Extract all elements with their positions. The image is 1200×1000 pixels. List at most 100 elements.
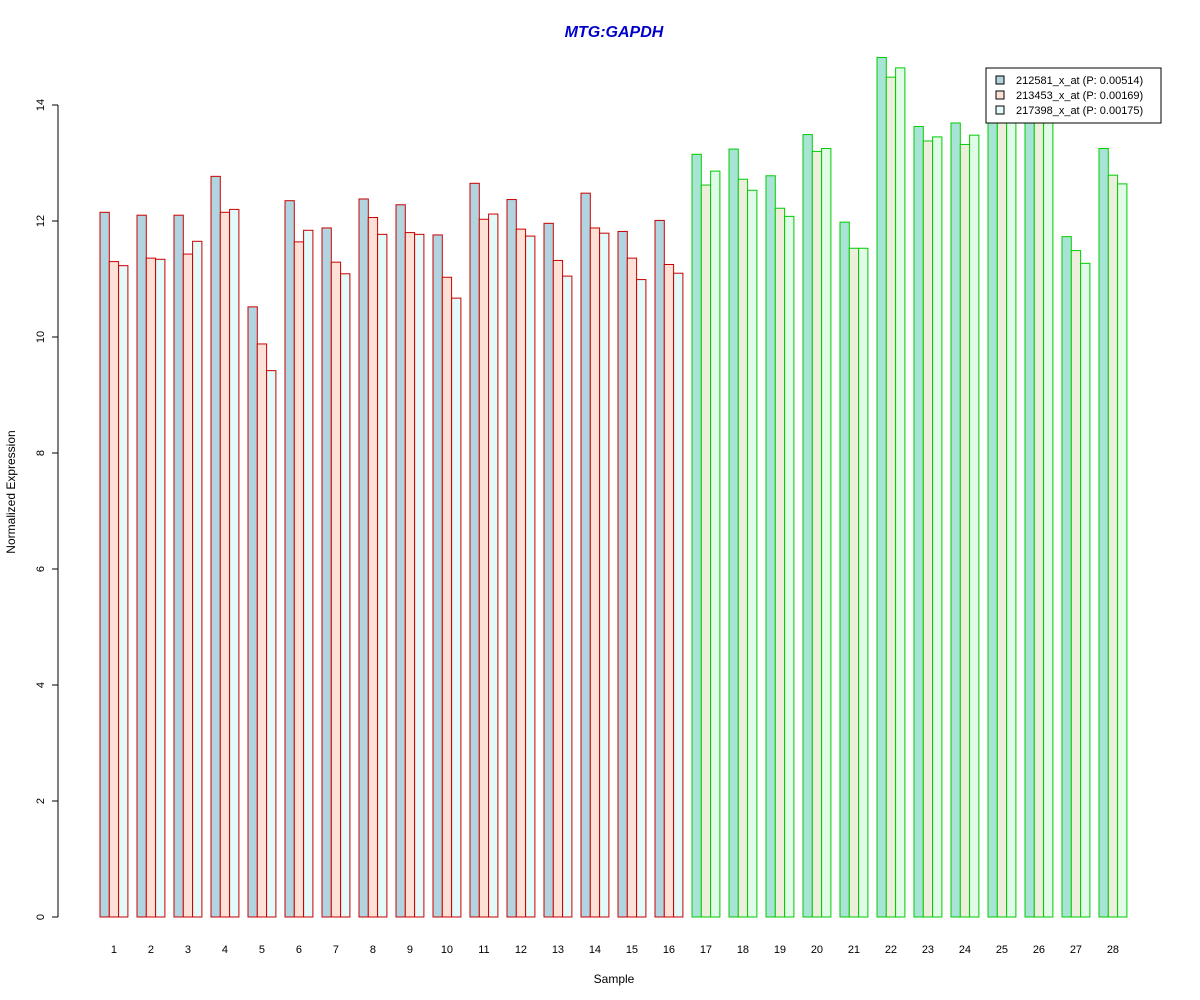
legend-entry: 213453_x_at (P: 0.00169) [1016,90,1143,102]
x-tick-label: 20 [811,944,823,956]
bar-sample-11-series-1 [469,182,480,918]
bar-sample-4-series-2 [219,211,231,918]
bar-sample-2-series-3 [155,258,166,918]
bar-sample-10-series-3 [451,297,462,918]
x-tick-label: 9 [407,944,413,956]
bar-sample-20-series-1 [802,134,813,918]
x-tick-label: 10 [441,944,453,956]
bar-sample-6-series-3 [303,229,314,918]
chart-title: MTG:GAPDH [565,24,664,41]
bar-sample-17-series-2 [700,184,712,918]
bar-sample-28-series-1 [1098,148,1109,918]
bar-sample-22-series-2 [885,76,897,918]
bar-sample-26-series-1 [1024,120,1035,918]
bar-sample-27-series-3 [1080,262,1091,918]
x-tick-label: 25 [996,944,1008,956]
bar-sample-25-series-1 [987,121,998,918]
y-tick-label: 6 [35,566,47,572]
bar-sample-7-series-1 [321,227,332,918]
y-tick-label: 0 [35,914,47,920]
legend-box [985,67,1162,124]
bar-sample-13-series-1 [543,222,554,918]
bar-group [99,56,1128,918]
bar-sample-10-series-2 [441,276,453,918]
y-tick-label: 8 [35,450,47,456]
bar-sample-14-series-1 [580,192,591,918]
bar-sample-4-series-1 [210,175,221,918]
legend-swatch [995,90,1005,100]
bar-sample-25-series-3 [1006,116,1017,918]
bar-sample-14-series-3 [599,232,610,918]
x-tick-label: 17 [700,944,712,956]
bar-sample-28-series-3 [1117,183,1128,918]
bar-sample-21-series-2 [848,247,860,918]
bar-sample-12-series-1 [506,199,517,918]
bar-sample-2-series-1 [136,214,147,918]
bar-sample-15-series-2 [626,257,638,918]
bar-sample-18-series-3 [747,189,758,918]
bar-sample-24-series-1 [950,122,961,918]
bar-sample-26-series-2 [1033,116,1045,918]
bar-sample-12-series-2 [515,228,527,918]
bar-sample-13-series-3 [562,275,573,918]
legend: 212581_x_at (P: 0.00514) 213453_x_at (P: … [985,67,1162,124]
x-tick-label: 16 [663,944,675,956]
bar-sample-9-series-3 [414,233,425,918]
x-tick-label: 8 [370,944,376,956]
bar-sample-16-series-2 [663,264,675,918]
x-tick-label: 2 [148,944,154,956]
bar-sample-1-series-2 [108,261,120,918]
bar-sample-14-series-2 [589,227,601,918]
x-tick-label: 13 [552,944,564,956]
bar-sample-11-series-3 [488,213,499,918]
bar-sample-13-series-2 [552,259,564,918]
bar-sample-18-series-1 [728,148,739,918]
bar-sample-21-series-1 [839,221,850,918]
bar-sample-19-series-2 [774,207,786,918]
bar-sample-15-series-3 [636,279,647,918]
x-tick-label: 28 [1107,944,1119,956]
bar-sample-10-series-1 [432,234,443,918]
x-tick-label: 1 [111,944,117,956]
bar-sample-11-series-2 [478,218,490,918]
x-tick-label: 19 [774,944,786,956]
bar-sample-23-series-1 [913,125,924,918]
x-tick-label: 14 [589,944,601,956]
legend-entry: 212581_x_at (P: 0.00514) [1016,75,1143,87]
legend-swatch [995,105,1005,115]
bar-sample-23-series-2 [922,140,934,918]
x-tick-label: 6 [296,944,302,956]
bar-sample-12-series-3 [525,235,536,918]
x-tick-label: 4 [222,944,228,956]
bar-sample-6-series-1 [284,200,295,918]
bar-sample-8-series-3 [377,233,388,918]
bar-sample-16-series-1 [654,219,665,918]
y-tick-label: 14 [35,99,47,111]
legend-entry: 217398_x_at (P: 0.00175) [1016,105,1143,117]
bar-sample-17-series-3 [710,170,721,918]
y-tick-label: 10 [35,331,47,343]
bar-sample-2-series-2 [145,257,157,918]
bar-sample-8-series-2 [367,217,379,918]
x-tick-label: 18 [737,944,749,956]
bar-sample-5-series-1 [247,306,258,918]
bar-sample-9-series-2 [404,232,416,918]
bar-sample-27-series-1 [1061,236,1072,918]
bar-sample-4-series-3 [229,208,240,918]
bar-sample-3-series-3 [192,240,203,918]
bar-sample-1-series-1 [99,211,110,918]
bar-sample-22-series-3 [895,67,906,918]
bar-sample-17-series-1 [691,153,702,918]
x-tick-label: 26 [1033,944,1045,956]
bar-sample-20-series-3 [821,148,832,918]
bar-sample-6-series-2 [293,241,305,918]
y-axis-label: Normalized Expression [4,430,18,553]
bar-sample-22-series-1 [876,56,887,918]
y-tick-label: 2 [35,798,47,804]
bar-sample-24-series-3 [969,134,980,918]
bar-sample-28-series-2 [1107,174,1119,918]
x-axis-ticks: 1 2 3 4 5 6 7 8 9 10 11 12 13 14 15 16 17 18 19 20 21 22 23 24 2… [111,944,1119,956]
bar-sample-23-series-3 [932,136,943,918]
bar-sample-16-series-3 [673,272,684,918]
